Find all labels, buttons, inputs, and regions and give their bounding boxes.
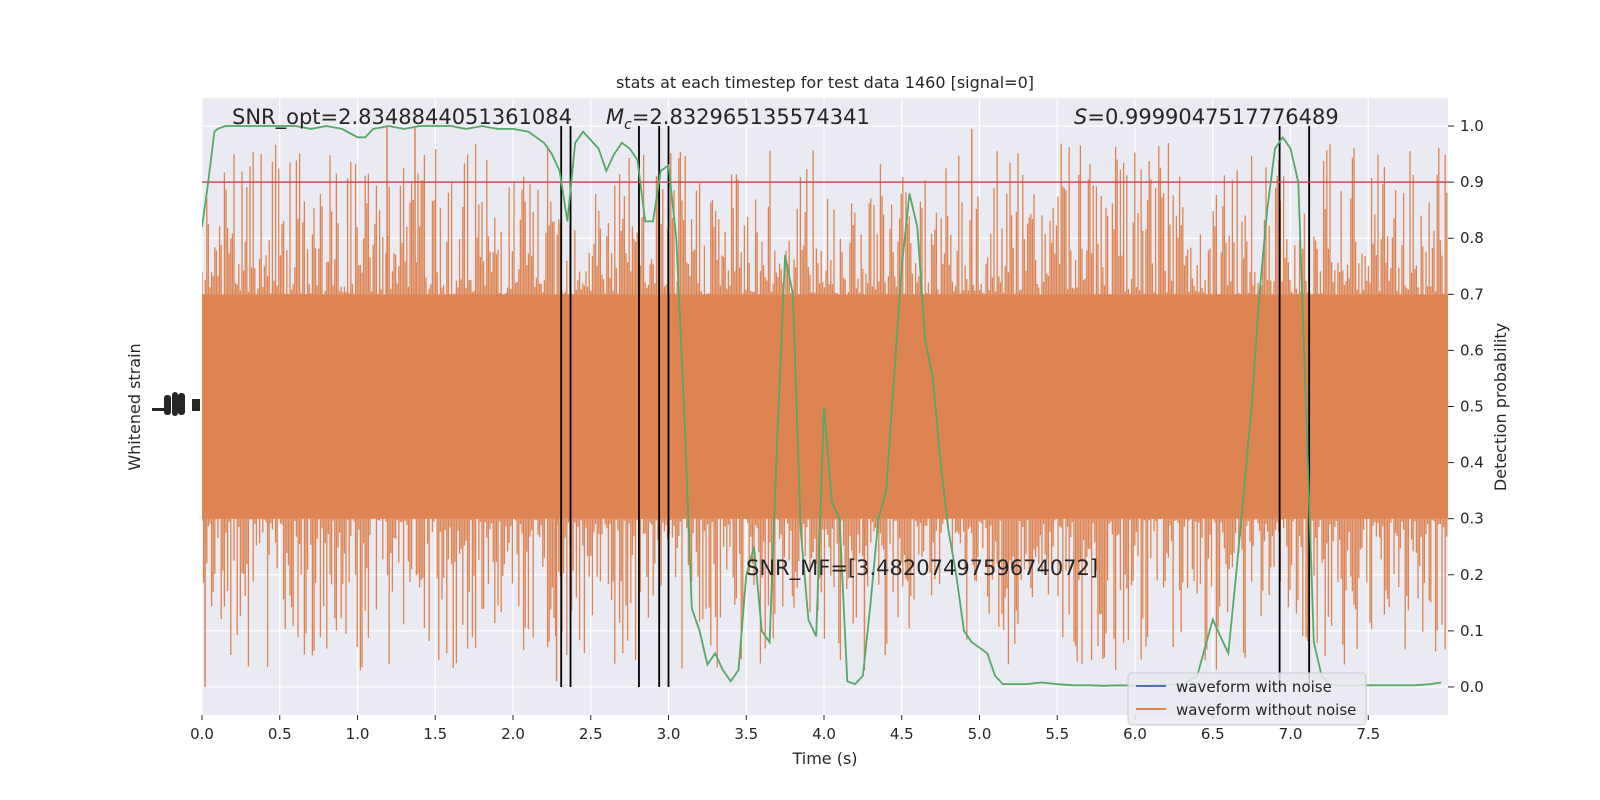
x-tick-label: 1.0 <box>346 725 370 743</box>
x-tick-label: 6.5 <box>1201 725 1225 743</box>
right-tick-label: 0.4 <box>1460 454 1484 472</box>
x-tick-label: 4.0 <box>812 725 836 743</box>
legend-box <box>1127 672 1367 726</box>
waveform-without-noise-trace <box>202 126 1448 687</box>
x-tick-label: 5.5 <box>1045 725 1069 743</box>
x-tick-label: 5.0 <box>968 725 992 743</box>
detection-probability-line <box>202 125 1442 687</box>
x-tick-label: 4.5 <box>890 725 914 743</box>
legend-label-with-noise: waveform with noise <box>1176 678 1332 696</box>
probability-polyline <box>202 125 1442 687</box>
right-axis-label: Detection probability <box>1491 323 1510 491</box>
vertical-markers <box>560 126 1311 687</box>
chart-title: stats at each timestep for test data 146… <box>616 73 1034 92</box>
chirp-mass-annotation: Mc=2.832965135574341 <box>606 105 870 133</box>
x-tick-label: 0.0 <box>190 725 214 743</box>
x-tick-label: 2.5 <box>579 725 603 743</box>
x-axis-label: Time (s) <box>791 749 857 768</box>
left-axis-label: Whitened strain <box>125 343 144 470</box>
right-tick-label: 0.3 <box>1460 510 1484 528</box>
x-tick-label: 1.5 <box>423 725 447 743</box>
right-tick-label: 0.6 <box>1460 341 1484 359</box>
right-tick-label: 0.2 <box>1460 566 1484 584</box>
x-tick-label: 0.5 <box>268 725 292 743</box>
right-tick-label: 0.9 <box>1460 173 1484 191</box>
snr-opt-annotation: SNR_opt=2.8348844051361084 <box>232 105 572 130</box>
legend-label-without-noise: waveform without noise <box>1176 701 1356 719</box>
right-tick-label: 0.8 <box>1460 229 1484 247</box>
x-axis-ticks: 0.0 0.5 1.0 1.5 2.0 2.5 3.0 3.5 4.0 4.5 5.0 5.5 6.0 6… <box>190 715 1380 743</box>
x-tick-label: 2.0 <box>501 725 525 743</box>
legend: waveform with noise waveform without noi… <box>1127 672 1367 726</box>
x-tick-label: 3.0 <box>657 725 681 743</box>
snr-mf-annotation: SNR_MF=[3.4820749759674072] <box>746 556 1098 581</box>
right-tick-label: 0.7 <box>1460 285 1484 303</box>
overlap-annotation: S=0.9999047517776489 <box>1074 105 1339 129</box>
x-tick-label: 3.5 <box>734 725 758 743</box>
right-tick-label: 0.1 <box>1460 622 1484 640</box>
x-tick-label: 7.5 <box>1356 725 1380 743</box>
left-axis-overlapping-ticks <box>152 392 200 416</box>
x-tick-label: 7.0 <box>1279 725 1303 743</box>
right-tick-label: 1.0 <box>1460 117 1484 135</box>
right-axis-ticks: 0.0 0.1 0.2 0.3 0.4 0.5 0.6 0.7 0.8 0.9 1.0 <box>1448 117 1484 696</box>
x-tick-label: 6.0 <box>1123 725 1147 743</box>
right-tick-label: 0.0 <box>1460 678 1484 696</box>
right-tick-label: 0.5 <box>1460 398 1484 416</box>
